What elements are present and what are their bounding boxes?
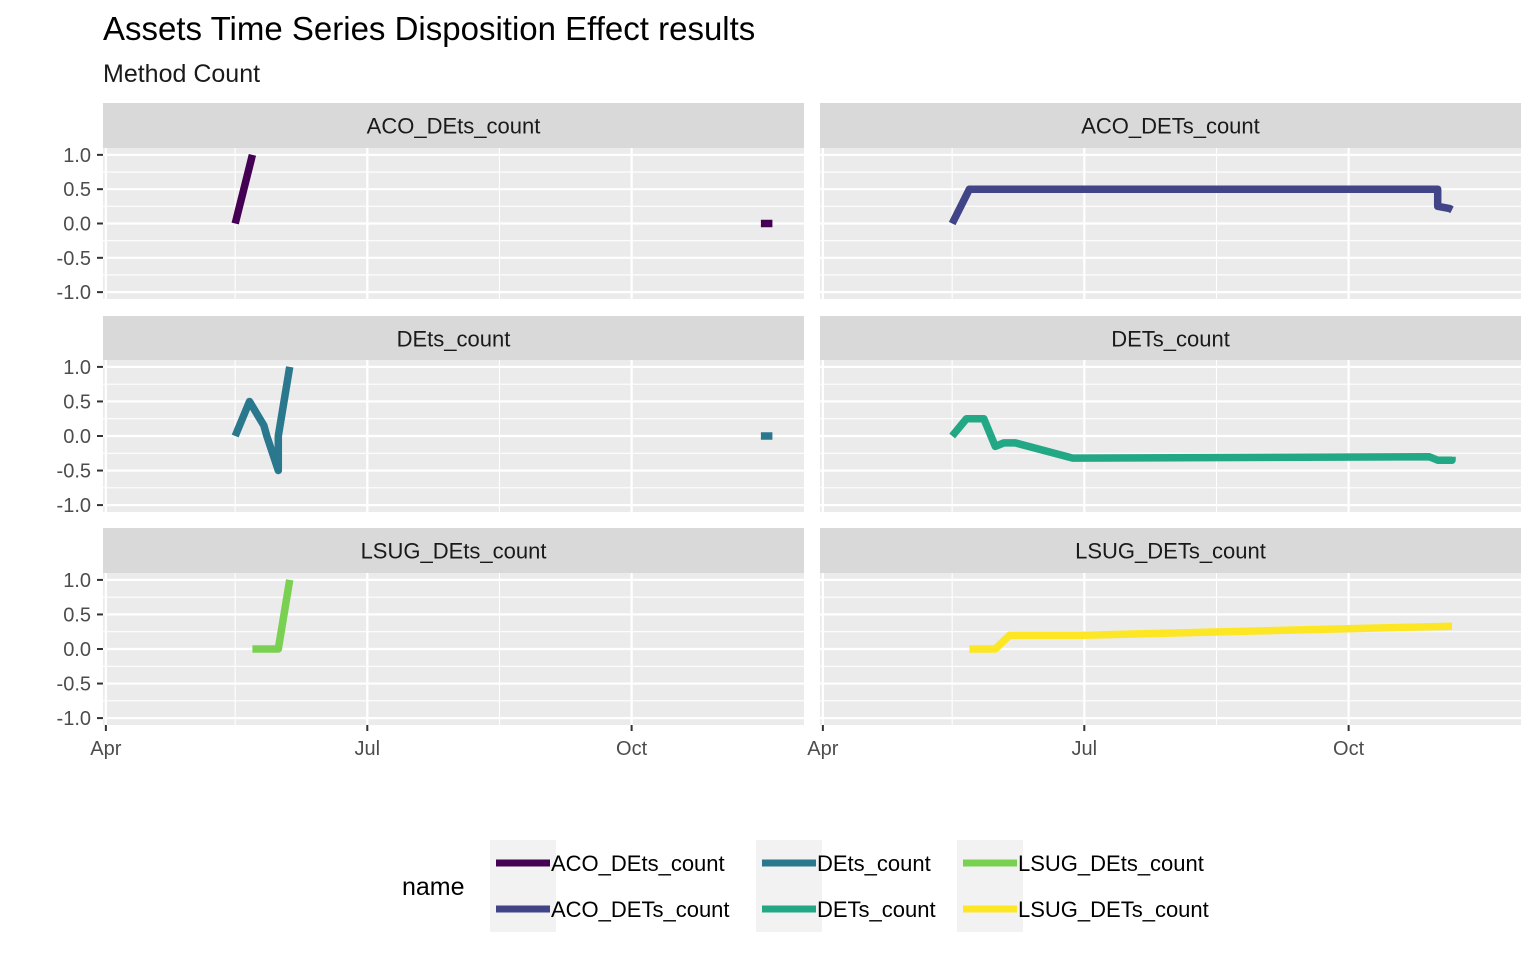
y-tick-label: 0.0 — [63, 214, 91, 236]
series-line — [949, 414, 1456, 464]
series-line — [948, 185, 1454, 226]
facet-panel: ACO_DEts_count 1.0 0.5 0.0 -0.5 -1.0 — [57, 103, 804, 304]
x-tick-label: Apr — [807, 738, 838, 760]
facet-strip — [820, 103, 1521, 148]
facet-panel: LSUG_DEts_count 1.0 0.5 0.0 -0.5 -1.0 Apr Jul Oc… — [57, 528, 804, 760]
x-tick-label: Oct — [616, 738, 648, 760]
series-line — [969, 622, 1453, 653]
y-tick-label: -0.5 — [57, 461, 91, 483]
chart-subtitle: Method Count — [103, 60, 260, 88]
legend-label: DEts_count — [817, 851, 931, 876]
facet-strip — [820, 528, 1521, 573]
y-tick-label: 1.0 — [63, 145, 91, 167]
facet-strip-label: DEts_count — [397, 327, 511, 352]
series-line — [231, 153, 257, 225]
facet-strip-label: LSUG_DEts_count — [361, 539, 547, 564]
series-line — [252, 579, 294, 653]
y-tick-label: -0.5 — [57, 674, 91, 696]
facet-strip-label: ACO_DEts_count — [367, 114, 541, 139]
y-tick-label: 0.0 — [63, 639, 91, 661]
y-tick-label: 1.0 — [63, 357, 91, 379]
facet-panels: ACO_DEts_count 1.0 0.5 0.0 -0.5 -1.0 ACO_DETs_… — [57, 103, 1521, 760]
legend-label: DETs_count — [817, 897, 936, 922]
y-tick-label: 0.5 — [63, 179, 91, 201]
y-tick-label: -1.0 — [57, 282, 91, 304]
y-tick-label: 0.0 — [63, 426, 91, 448]
series-line — [231, 366, 294, 475]
legend-label: ACO_DETs_count — [551, 897, 730, 922]
y-tick-label: -1.0 — [57, 495, 91, 517]
y-tick-label: -1.0 — [57, 708, 91, 730]
facet-panel: DETs_count — [820, 316, 1521, 512]
legend-title: name — [402, 873, 465, 901]
facet-strip — [103, 528, 804, 573]
chart-title: Assets Time Series Disposition Effect re… — [103, 10, 755, 47]
facet-strip-label: ACO_DETs_count — [1081, 114, 1260, 139]
facet-panel: DEts_count 1.0 0.5 0.0 -0.5 -1.0 — [57, 316, 804, 517]
x-tick-label: Jul — [355, 738, 381, 760]
legend: name ACO_DEts_count ACO_DETs_count DEts_co… — [402, 840, 1209, 932]
facet-panel: ACO_DETs_count — [820, 103, 1521, 299]
facet-strip-label: DETs_count — [1111, 327, 1230, 352]
y-tick-label: -0.5 — [57, 248, 91, 270]
facet-strip — [820, 316, 1521, 361]
legend-label: ACO_DEts_count — [551, 851, 725, 876]
facet-strip — [103, 316, 804, 361]
y-tick-label: 0.5 — [63, 604, 91, 626]
x-tick-label: Oct — [1333, 738, 1365, 760]
legend-label: LSUG_DEts_count — [1018, 851, 1204, 876]
x-tick-label: Apr — [90, 738, 121, 760]
legend-label: LSUG_DETs_count — [1018, 897, 1209, 922]
y-tick-label: 0.5 — [63, 391, 91, 413]
y-tick-label: 1.0 — [63, 570, 91, 592]
facet-panel: LSUG_DETs_count Apr Jul Oct — [807, 528, 1521, 760]
facet-strip-label: LSUG_DETs_count — [1075, 539, 1266, 564]
x-tick-label: Jul — [1072, 738, 1098, 760]
facet-strip — [103, 103, 804, 148]
